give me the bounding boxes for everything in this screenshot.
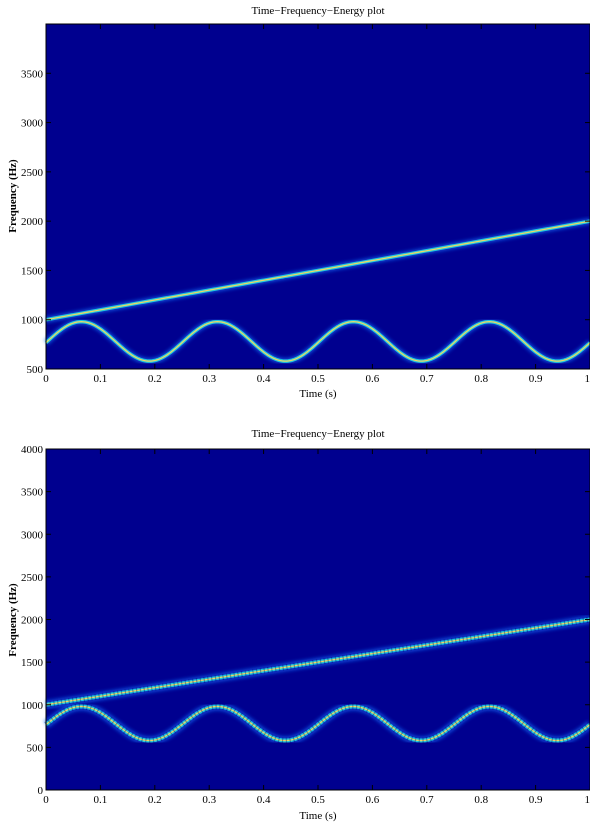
x-tick-label: 0.2 <box>148 373 162 385</box>
x-tick-label: 0.2 <box>148 794 162 806</box>
y-axis-label: Frequency (Hz) <box>7 159 19 233</box>
y-tick-label: 1500 <box>21 657 44 669</box>
y-tick-label: 2000 <box>21 615 44 627</box>
x-tick-label: 0.8 <box>474 373 488 385</box>
x-tick-label: 0.1 <box>94 373 108 385</box>
x-tick-label: 1 <box>585 373 590 385</box>
x-axis-label: Time (s) <box>299 810 337 822</box>
plot-area <box>46 24 590 369</box>
plot-area <box>46 449 590 790</box>
y-tick-label: 1000 <box>21 315 44 327</box>
y-tick-label: 500 <box>27 364 44 376</box>
y-tick-label: 4000 <box>21 444 44 456</box>
y-tick-label: 2500 <box>21 167 44 179</box>
y-tick-label: 3000 <box>21 118 44 130</box>
x-tick-label: 0.8 <box>474 794 488 806</box>
y-tick-label: 3500 <box>21 487 44 499</box>
x-tick-label: 0.6 <box>366 794 380 806</box>
x-tick-label: 0 <box>43 794 49 806</box>
y-tick-label: 3000 <box>21 529 44 541</box>
x-tick-label: 0.6 <box>366 373 380 385</box>
spectrogram-panel-bottom: Time−Frequency−Energy plot 0 0.1 0.2 0.3 0.4… <box>7 428 590 822</box>
x-tick-label: 0.5 <box>311 794 325 806</box>
x-tick-label: 0.9 <box>529 373 543 385</box>
x-tick-label: 0.7 <box>420 794 434 806</box>
y-tick-label: 0 <box>38 785 44 797</box>
x-tick-label: 0.4 <box>257 373 271 385</box>
x-tick-label: 0.3 <box>202 794 216 806</box>
y-tick-label: 1000 <box>21 700 44 712</box>
y-tick-label: 2500 <box>21 572 44 584</box>
chart-title: Time−Frequency−Energy plot <box>251 5 384 17</box>
y-tick-label: 1500 <box>21 265 44 277</box>
spectrogram-panel-top: Time−Frequency−Energy plot 0 0.1 0.2 0.3 0.4… <box>7 5 590 400</box>
y-tick-label: 3500 <box>21 68 44 80</box>
x-tick-label: 0.7 <box>420 373 434 385</box>
x-tick-label: 1 <box>585 794 590 806</box>
x-tick-label: 0.3 <box>202 373 216 385</box>
x-tick-label: 0.5 <box>311 373 325 385</box>
x-axis-label: Time (s) <box>299 388 337 400</box>
y-tick-label: 2000 <box>21 216 44 228</box>
x-tick-label: 0.4 <box>257 794 271 806</box>
x-tick-label: 0.9 <box>529 794 543 806</box>
y-axis-label: Frequency (Hz) <box>7 583 19 657</box>
y-tick-label: 500 <box>27 742 44 754</box>
x-tick-label: 0.1 <box>94 794 108 806</box>
x-tick-label: 0 <box>43 373 49 385</box>
chart-title: Time−Frequency−Energy plot <box>251 428 384 440</box>
